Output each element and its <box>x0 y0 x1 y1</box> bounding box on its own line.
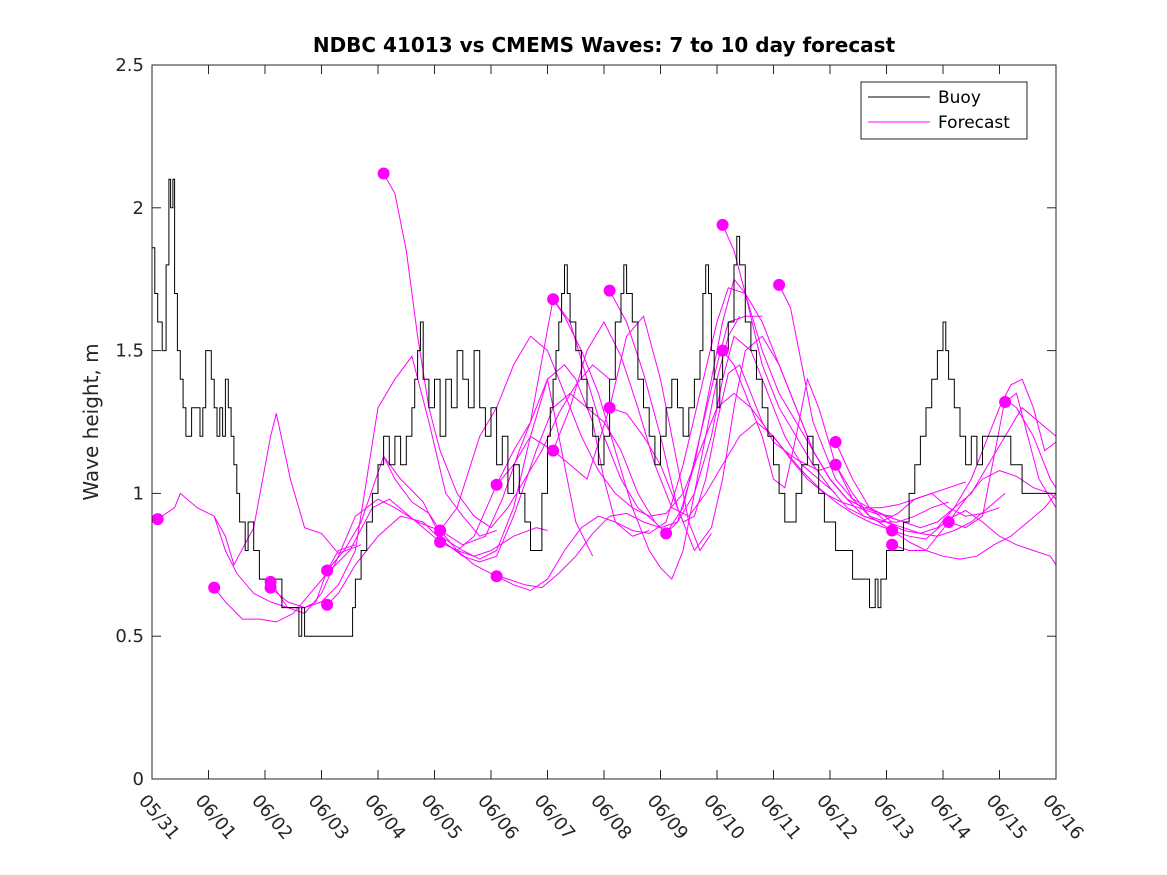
forecast-start-marker-12 <box>490 478 503 491</box>
y-tick-label-5: 2.5 <box>115 55 144 76</box>
forecast-line-2 <box>213 498 548 623</box>
forecast-start-marker-6 <box>321 598 334 611</box>
y-tick-label-2: 1 <box>133 483 144 504</box>
forecast-start-marker-0 <box>151 513 164 526</box>
legend-buoy-label: Buoy <box>938 88 981 108</box>
forecast-start-marker-13 <box>547 444 560 457</box>
forecast-start-marker-14 <box>547 293 560 306</box>
legend-box <box>860 81 1028 140</box>
forecast-start-marker-25 <box>942 516 955 528</box>
forecast-line-14 <box>552 298 763 535</box>
forecast-line-24 <box>891 470 1057 551</box>
forecast-start-marker-26 <box>999 396 1012 408</box>
forecast-start-marker-23 <box>886 524 899 537</box>
forecast-line-26 <box>1004 392 1057 508</box>
forecast-line-15 <box>609 290 966 552</box>
forecast-start-marker-24 <box>886 538 899 551</box>
y-axis-label: Wave height, m <box>79 343 103 500</box>
forecast-line-13 <box>552 315 712 552</box>
y-tick-label-1: 0.5 <box>115 626 144 647</box>
y-tick-label-3: 1.5 <box>115 341 144 362</box>
forecast-line-22 <box>835 464 1057 560</box>
legend: Buoy Forecast <box>860 81 1028 140</box>
forecast-start-marker-2 <box>208 581 221 594</box>
forecast-start-marker-5 <box>321 564 334 577</box>
forecast-start-marker-21 <box>829 436 842 448</box>
forecast-line-21 <box>835 378 1057 534</box>
legend-forecast-label: Forecast <box>938 113 1010 133</box>
forecast-start-marker-11 <box>490 570 503 583</box>
forecast-start-marker-9 <box>434 536 447 548</box>
buoy-series <box>152 178 1056 637</box>
forecast-start-marker-7 <box>377 167 390 180</box>
forecast-line-10 <box>439 335 893 531</box>
forecast-line-23 <box>891 509 1057 566</box>
forecast-start-marker-16 <box>603 401 616 414</box>
chart-title: NDBC 41013 vs CMEMS Waves: 7 to 10 day f… <box>313 33 896 57</box>
forecast-start-marker-4 <box>264 581 277 594</box>
forecast-line-9 <box>439 297 741 580</box>
forecast-start-marker-20 <box>773 278 786 291</box>
forecast-start-markers <box>151 167 1012 611</box>
forecast-line-6 <box>326 392 667 606</box>
y-axis-ticks: 0 0.5 1 1.5 2 2.5 <box>115 55 1056 790</box>
y-tick-label-0: 0 <box>133 769 144 790</box>
forecast-start-marker-17 <box>660 527 673 540</box>
forecast-line-18 <box>722 224 1000 523</box>
forecast-start-marker-18 <box>716 218 729 231</box>
forecast-line-1 <box>213 355 497 609</box>
forecast-start-marker-19 <box>716 344 729 357</box>
forecast-start-marker-22 <box>829 458 842 471</box>
forecast-line-19 <box>722 350 1006 537</box>
forecast-start-marker-10 <box>434 524 447 537</box>
forecast-start-marker-15 <box>603 284 616 297</box>
forecast-line-5 <box>326 544 356 571</box>
y-tick-label-4: 2 <box>133 198 144 219</box>
forecast-line-17 <box>665 278 949 534</box>
forecast-line-12 <box>496 320 893 517</box>
buoy-line <box>152 178 1056 637</box>
